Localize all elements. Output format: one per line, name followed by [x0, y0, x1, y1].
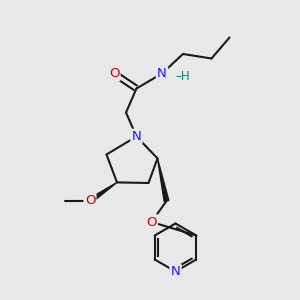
- Text: N: N: [171, 265, 180, 278]
- Text: O: O: [146, 215, 157, 229]
- Text: –H: –H: [176, 70, 190, 83]
- Polygon shape: [158, 158, 169, 202]
- Text: N: N: [157, 67, 167, 80]
- Text: O: O: [85, 194, 95, 208]
- Polygon shape: [88, 182, 117, 203]
- Text: O: O: [109, 67, 119, 80]
- Text: N: N: [132, 130, 141, 143]
